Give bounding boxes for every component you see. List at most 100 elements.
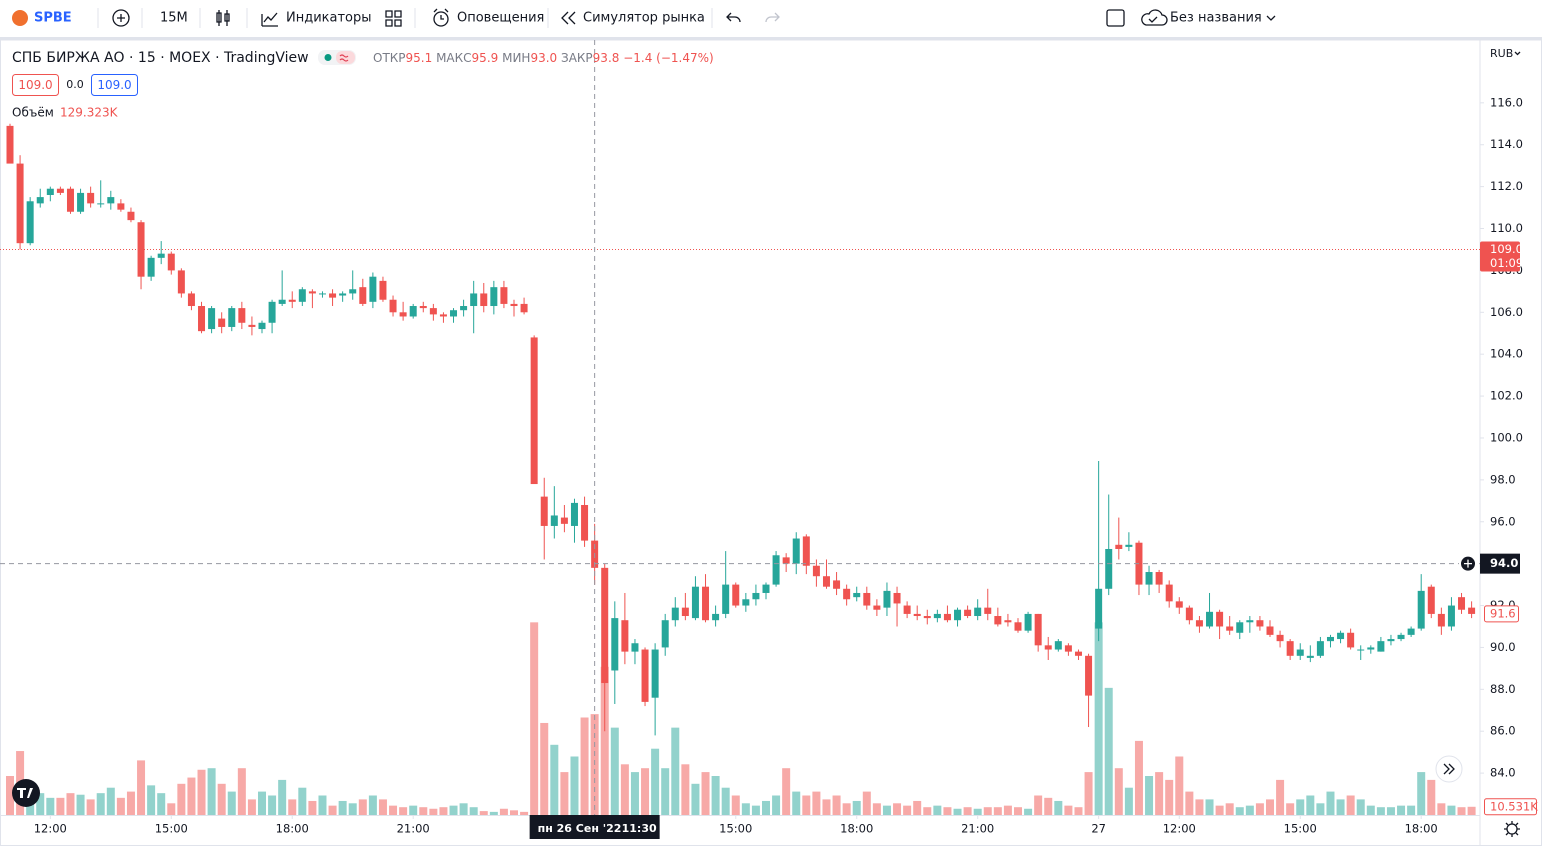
- y-tick-label: 96.0: [1490, 514, 1516, 528]
- layout-name[interactable]: Без названия: [1170, 11, 1262, 26]
- tradingview-logo[interactable]: [12, 779, 40, 807]
- candle-body: [1145, 572, 1153, 585]
- toolbar-border: [0, 37, 1542, 40]
- symbol-logo[interactable]: [12, 10, 28, 26]
- sell-button[interactable]: [12, 74, 59, 96]
- candle-body: [1447, 605, 1455, 627]
- delay-icon: [339, 54, 349, 62]
- candle-body: [1085, 655, 1093, 696]
- candle-body: [691, 586, 699, 619]
- candle-body: [177, 270, 185, 294]
- interval[interactable]: 15М: [160, 11, 188, 26]
- candle-body: [429, 308, 437, 315]
- volume-bar: [106, 787, 115, 815]
- volume-bar: [1276, 779, 1285, 815]
- price-line-countdown: 01:09: [1490, 256, 1523, 270]
- redo-icon[interactable]: [765, 12, 780, 23]
- candle-body: [1195, 620, 1203, 627]
- crosshair-time-box: [529, 815, 660, 839]
- candle-body: [278, 299, 286, 304]
- fullscreen-icon[interactable]: [1106, 9, 1125, 27]
- buy-button[interactable]: [91, 74, 138, 96]
- volume-bar: [197, 769, 206, 815]
- volume-bar: [36, 793, 45, 815]
- crosshair-price-box: [1480, 553, 1520, 574]
- low-value: 93.0: [530, 51, 557, 65]
- candle-body: [107, 197, 115, 204]
- volume-bar: [1145, 776, 1154, 815]
- candle-body: [1246, 620, 1254, 623]
- chart-type-icon[interactable]: [216, 10, 230, 26]
- x-tick-label: 15:00: [155, 822, 188, 836]
- volume-bar: [1225, 803, 1234, 815]
- replay-button[interactable]: Симулятор рынка: [583, 11, 705, 26]
- volume-bar: [409, 805, 418, 815]
- candle-body: [883, 590, 891, 608]
- volume-bar: [620, 764, 629, 815]
- symbol[interactable]: SPBE: [34, 11, 72, 26]
- volume-bar: [147, 785, 156, 815]
- candle-body: [439, 314, 447, 317]
- volume-bar: [76, 794, 85, 815]
- volume-bar: [429, 808, 438, 815]
- candle-body: [238, 308, 246, 323]
- y-tick-label: 100.0: [1490, 430, 1523, 444]
- undo-icon[interactable]: [726, 12, 741, 23]
- candle-body: [1347, 632, 1355, 648]
- candle-body: [248, 324, 256, 327]
- indicators-icon[interactable]: [261, 12, 278, 27]
- scroll-to-realtime-icon: [1443, 763, 1455, 775]
- volume-bar: [893, 803, 902, 815]
- candle-body: [984, 607, 992, 614]
- candle-body: [782, 557, 790, 564]
- y-tick-label: 88.0: [1490, 682, 1516, 696]
- sell-price: 109.0: [18, 78, 52, 92]
- candle-body: [560, 517, 568, 524]
- high-value: 95.9: [472, 51, 499, 65]
- candle-body: [994, 616, 1002, 625]
- volume-bar: [298, 787, 307, 815]
- volume-bar: [56, 797, 65, 815]
- x-tick-label: 12:00: [34, 822, 67, 836]
- x-tick-label: 18:00: [840, 822, 873, 836]
- replay-icon[interactable]: [561, 11, 576, 25]
- volume-bar: [268, 795, 277, 815]
- volume-bar: [328, 805, 337, 815]
- volume-bar: [963, 807, 972, 815]
- layout-menu-chevron[interactable]: [1266, 15, 1276, 21]
- candle-body: [1387, 639, 1395, 642]
- alerts-button[interactable]: Оповещения: [457, 11, 544, 26]
- candle-body: [792, 538, 800, 564]
- volume-bar: [1286, 803, 1295, 815]
- volume-bar: [308, 800, 317, 815]
- volume-bar: [237, 768, 246, 815]
- candle-body: [208, 308, 216, 330]
- volume-bar: [358, 799, 367, 815]
- save-icon[interactable]: [1141, 9, 1168, 26]
- indicators-button[interactable]: Индикаторы: [286, 11, 372, 26]
- candle-body: [258, 322, 266, 330]
- volume-bar: [1447, 805, 1456, 815]
- add-symbol-icon[interactable]: [112, 9, 130, 27]
- x-tick-label: 15:00: [1284, 822, 1317, 836]
- volume-bar: [1366, 805, 1375, 815]
- volume-bar: [1215, 805, 1224, 815]
- y-tick-label: 106.0: [1490, 305, 1523, 319]
- currency[interactable]: RUB: [1490, 47, 1513, 60]
- volume-bar: [933, 805, 942, 815]
- templates-icon[interactable]: [385, 10, 402, 27]
- candle-body: [87, 192, 95, 204]
- candle-body: [570, 502, 578, 526]
- candle-body: [16, 163, 24, 244]
- candle-body: [802, 536, 810, 566]
- alerts-icon[interactable]: [433, 11, 449, 27]
- volume-bar: [227, 791, 236, 815]
- volume-bar: [560, 772, 569, 815]
- candle-body: [1357, 649, 1365, 651]
- candle-body: [1326, 636, 1334, 642]
- open-value: 95.1: [406, 51, 433, 65]
- candle-body: [1034, 613, 1042, 646]
- candle-body: [218, 318, 226, 327]
